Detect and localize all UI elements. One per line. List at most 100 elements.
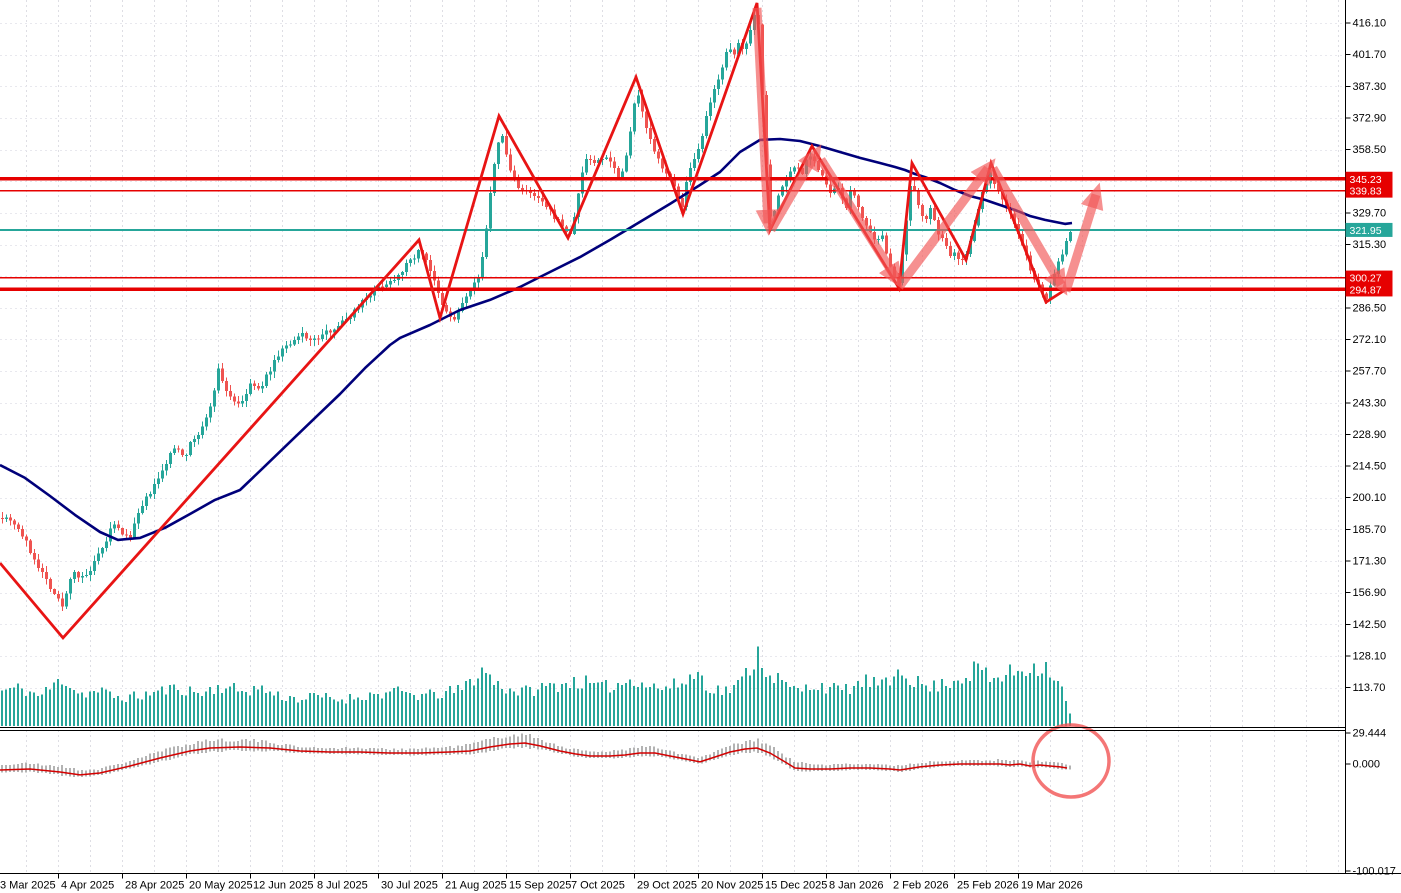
candle-body — [73, 571, 76, 579]
oscillator-line — [0, 742, 1068, 776]
candle-body — [153, 484, 156, 495]
candle-body — [593, 160, 596, 164]
candle-body — [141, 506, 144, 513]
volume-bar — [817, 689, 819, 726]
trend-arrows-layer[interactable] — [752, 7, 1104, 296]
volume-bar — [617, 682, 619, 726]
candle-body — [133, 523, 136, 538]
trend-arrow[interactable] — [767, 144, 822, 233]
oscillator-bar — [417, 749, 419, 755]
oscillator-bar — [637, 747, 639, 756]
highlight-ellipse[interactable] — [1031, 723, 1111, 799]
volume-bar — [589, 682, 591, 726]
volume-bar — [493, 684, 495, 726]
oscillator-bar — [693, 756, 695, 763]
oscillator-bar — [557, 745, 559, 753]
oscillator-bar — [929, 761, 931, 769]
candle-body — [497, 142, 500, 165]
price-axis-label: 228.90 — [1353, 429, 1387, 441]
oscillator-bar — [945, 761, 947, 767]
volume-bar — [733, 684, 735, 726]
trend-arrow[interactable] — [752, 7, 779, 236]
candle-body — [665, 168, 668, 174]
oscillator-bar — [721, 748, 723, 758]
price-axis-label: 200.10 — [1353, 492, 1387, 504]
volume-bar — [497, 680, 499, 726]
oscillator-bar — [545, 742, 547, 751]
volume-bar — [157, 690, 159, 726]
volume-bar — [57, 679, 59, 726]
candle-body — [945, 237, 948, 246]
volume-bar — [341, 699, 343, 726]
candle-body — [181, 449, 184, 456]
oscillator-bar — [1049, 762, 1051, 768]
oscillator-bar — [357, 747, 359, 755]
candle-body — [793, 167, 796, 172]
volume-bar — [769, 675, 771, 726]
volume-bar — [981, 670, 983, 726]
trend-arrow[interactable] — [1061, 182, 1104, 293]
oscillator-bar — [453, 747, 455, 754]
trend-arrow[interactable] — [989, 166, 1068, 296]
time-axis-label: 25 Feb 2026 — [957, 880, 1019, 892]
oscillator-bar — [961, 760, 963, 766]
volume-bar — [265, 692, 267, 726]
oscillator-bar — [209, 741, 211, 752]
zigzag-trendline[interactable] — [0, 2, 1066, 641]
oscillator-bar — [165, 748, 167, 761]
zigzag-polyline[interactable] — [0, 2, 1066, 641]
candle-body — [929, 207, 932, 219]
volume-bar — [81, 692, 83, 726]
trend-arrow[interactable] — [895, 158, 996, 290]
candle-body — [629, 131, 632, 156]
oscillator-bar — [33, 763, 35, 773]
volume-bar — [129, 694, 131, 726]
oscillator-bar — [981, 760, 983, 766]
highlight-circle[interactable] — [1031, 723, 1111, 799]
candle-body — [297, 336, 300, 341]
oscillator-bar — [213, 741, 215, 752]
volume-bar — [641, 682, 643, 726]
oscillator-bar — [725, 746, 727, 757]
trend-arrow[interactable] — [817, 157, 903, 289]
volume-bar — [577, 688, 579, 726]
volume-bar — [469, 678, 471, 726]
volume-bar — [1017, 671, 1019, 726]
oscillator-bar — [393, 748, 395, 756]
volume-bar — [937, 691, 939, 726]
oscillator-bar — [893, 766, 895, 772]
time-axis-label: 8 Jul 2025 — [317, 880, 368, 892]
candle-body — [673, 177, 676, 187]
oscillator-bar — [57, 766, 59, 775]
time-axis-label: 15 Dec 2025 — [765, 880, 827, 892]
volume-bar — [925, 685, 927, 726]
oscillator-bar — [13, 764, 15, 773]
time-axis-label: 30 Jul 2025 — [381, 880, 438, 892]
oscillator-bar — [1025, 761, 1027, 767]
oscillator-bar — [217, 739, 219, 752]
volume-bar — [417, 700, 419, 726]
volume-bar — [841, 690, 843, 726]
candle-body — [425, 253, 428, 261]
oscillator-bar — [141, 757, 143, 766]
volume-bar — [969, 680, 971, 726]
oscillator-bar — [921, 763, 923, 769]
oscillator-bar — [433, 747, 435, 755]
oscillator-bar — [157, 751, 159, 763]
candle-body — [377, 286, 380, 288]
oscillator-bar — [661, 749, 663, 757]
pane-separator[interactable] — [0, 726, 1346, 732]
volume-bar — [877, 685, 879, 726]
support-resistance-lines[interactable] — [0, 177, 1346, 292]
oscillator-bar — [441, 747, 443, 755]
volume-bar — [397, 686, 399, 726]
candle-body — [269, 371, 272, 375]
volume-bar — [693, 678, 695, 726]
oscillator-bar — [669, 750, 671, 759]
volume-bar — [285, 700, 287, 726]
time-axis-label: 15 Sep 2025 — [509, 880, 571, 892]
oscillator-bar — [989, 760, 991, 766]
candle-body — [657, 151, 660, 159]
volume-bar — [625, 682, 627, 726]
